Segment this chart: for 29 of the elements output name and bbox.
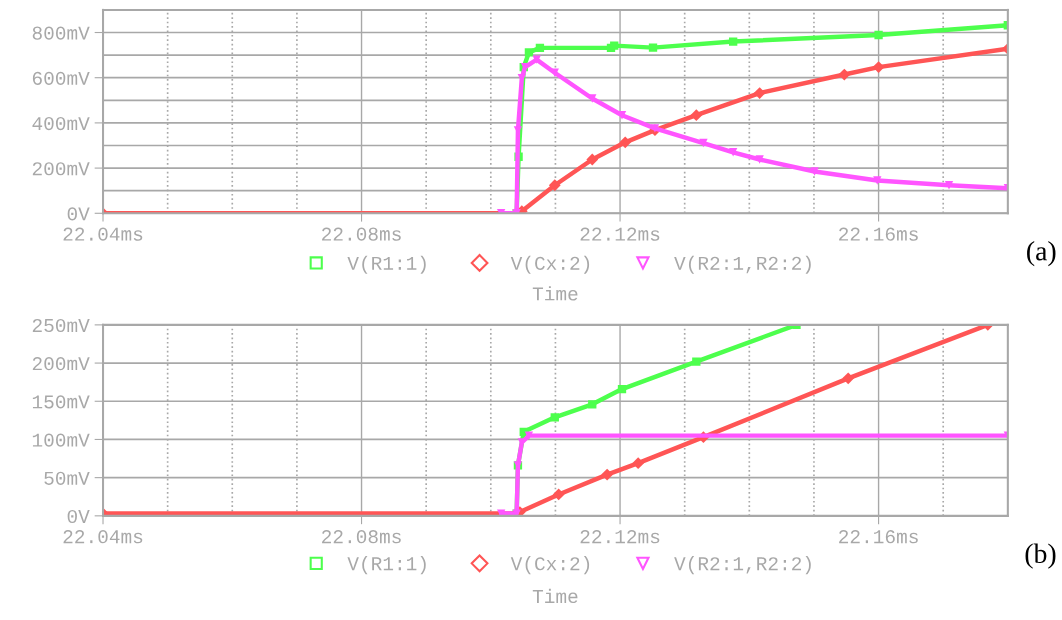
- y-tick-label: 100mV: [32, 433, 90, 447]
- x-tick-label: 22.08ms: [322, 227, 401, 241]
- x-tick-label: 22.04ms: [63, 530, 143, 544]
- x-tick-label: 22.16ms: [839, 530, 918, 544]
- y-tick-label: 50mV: [44, 471, 90, 485]
- y-tick-label: 400mV: [32, 116, 90, 131]
- y-tick-label: 0V: [67, 207, 90, 221]
- y-tick-label: 200mV: [32, 357, 90, 371]
- x-axis-title: Time: [532, 588, 578, 604]
- y-tick-label: 0V: [67, 509, 90, 524]
- text: (b): [1025, 543, 1056, 569]
- legend-label: V(Cx:2): [510, 556, 590, 575]
- y-tick-label: 600mV: [32, 71, 90, 85]
- y-tick-label: 800mV: [32, 26, 90, 40]
- x-axis-title: Time: [532, 286, 578, 301]
- legend-label: V(R1:1): [347, 556, 426, 575]
- legend-label: V(R2:1,R2:2): [674, 556, 811, 575]
- legend-label: V(Cx:2): [510, 255, 590, 274]
- x-tick-label: 22.12ms: [580, 530, 660, 544]
- y-tick-label: 150mV: [32, 395, 90, 409]
- x-tick-label: 22.16ms: [839, 227, 918, 241]
- legend-label: V(R2:1,R2:2): [674, 255, 811, 274]
- legend-label: V(R1:1): [347, 255, 426, 274]
- x-tick-label: 22.04ms: [63, 227, 143, 241]
- text: (a): [1027, 240, 1056, 267]
- x-tick-label: 22.12ms: [580, 227, 660, 241]
- y-tick-label: 250mV: [32, 318, 90, 333]
- y-tick-label: 200mV: [32, 162, 90, 176]
- x-tick-label: 22.08ms: [322, 530, 401, 544]
